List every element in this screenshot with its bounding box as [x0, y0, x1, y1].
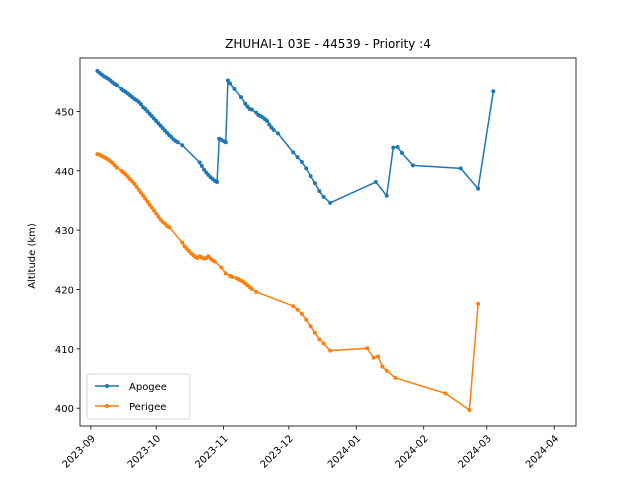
- data-point-apogee: [321, 194, 326, 199]
- data-point-apogee: [223, 140, 228, 145]
- data-point-perigee: [180, 240, 185, 245]
- data-point-apogee: [197, 160, 202, 165]
- data-point-apogee: [491, 89, 496, 94]
- y-tick-label: 410: [55, 345, 74, 356]
- data-point-apogee: [175, 140, 180, 145]
- data-point-apogee: [299, 159, 304, 164]
- legend-marker-apogee: [105, 384, 109, 388]
- legend: Apogee Perigee: [86, 373, 191, 420]
- data-point-perigee: [223, 271, 228, 276]
- data-point-apogee: [304, 166, 309, 171]
- data-point-perigee: [230, 275, 235, 280]
- data-point-perigee: [143, 196, 148, 201]
- legend-label-perigee: Perigee: [129, 402, 166, 413]
- data-point-perigee: [138, 190, 143, 195]
- data-point-perigee: [132, 181, 137, 186]
- data-point-perigee: [114, 165, 119, 170]
- data-point-apogee: [476, 186, 481, 191]
- legend-marker-perigee: [105, 404, 109, 408]
- plot-frame: [79, 57, 577, 427]
- data-point-perigee: [149, 205, 154, 210]
- data-point-perigee: [371, 355, 376, 360]
- data-point-perigee: [249, 286, 254, 291]
- data-point-perigee: [376, 354, 381, 359]
- series-layer: [95, 69, 496, 412]
- data-point-perigee: [145, 199, 150, 204]
- data-point-perigee: [134, 184, 139, 189]
- data-point-perigee: [136, 187, 141, 192]
- chart-title: ZHUHAI-1 03E - 44539 - Priority :4: [225, 37, 431, 51]
- series-perigee: [95, 152, 481, 412]
- data-point-apogee: [243, 101, 248, 106]
- data-point-apogee: [228, 81, 233, 86]
- data-point-apogee: [215, 180, 220, 185]
- data-point-apogee: [238, 95, 243, 100]
- data-point-perigee: [141, 193, 146, 198]
- data-point-perigee: [147, 202, 152, 207]
- data-point-apogee: [202, 167, 206, 172]
- series-apogee: [95, 69, 496, 205]
- y-tick-label: 450: [55, 107, 74, 118]
- data-point-perigee: [299, 311, 304, 316]
- data-point-apogee: [399, 150, 404, 155]
- data-point-apogee: [114, 83, 119, 88]
- data-point-apogee: [395, 145, 400, 150]
- data-point-apogee: [308, 174, 313, 179]
- data-point-perigee: [167, 225, 172, 230]
- data-point-perigee: [151, 208, 156, 213]
- data-point-apogee: [458, 166, 463, 171]
- legend-label-apogee: Apogee: [129, 382, 167, 393]
- data-point-apogee: [225, 78, 230, 83]
- data-point-perigee: [154, 211, 159, 216]
- data-point-apogee: [384, 193, 389, 198]
- data-point-perigee: [476, 301, 481, 306]
- data-point-perigee: [328, 348, 333, 353]
- data-point-apogee: [275, 131, 280, 136]
- data-point-perigee: [308, 324, 313, 329]
- data-point-perigee: [291, 304, 296, 309]
- data-point-apogee: [138, 102, 143, 107]
- data-point-apogee: [271, 127, 276, 132]
- y-axis: 400 410 420 430 440 450: [55, 107, 80, 415]
- data-point-perigee: [443, 391, 448, 396]
- data-point-apogee: [265, 118, 270, 123]
- data-point-apogee: [180, 143, 185, 148]
- y-tick-label: 400: [55, 404, 74, 415]
- data-point-apogee: [249, 107, 254, 112]
- data-point-apogee: [328, 200, 333, 205]
- data-point-perigee: [312, 330, 317, 335]
- data-point-perigee: [384, 368, 389, 373]
- y-tick-label: 440: [55, 167, 74, 178]
- data-point-perigee: [295, 307, 300, 312]
- data-point-perigee: [304, 317, 309, 322]
- data-point-perigee: [219, 265, 224, 270]
- data-point-perigee: [467, 407, 472, 412]
- data-point-perigee: [156, 214, 161, 219]
- data-point-perigee: [321, 341, 326, 346]
- data-point-perigee: [212, 259, 217, 264]
- data-point-apogee: [391, 145, 396, 150]
- data-point-apogee: [199, 164, 204, 169]
- y-tick-label: 430: [55, 226, 74, 237]
- data-point-apogee: [410, 163, 415, 168]
- data-point-apogee: [312, 181, 317, 186]
- data-point-perigee: [254, 289, 259, 294]
- data-point-perigee: [380, 364, 385, 369]
- data-point-apogee: [291, 150, 296, 155]
- data-point-apogee: [267, 122, 272, 127]
- data-point-perigee: [317, 337, 322, 342]
- y-tick-label: 420: [55, 285, 74, 296]
- data-point-perigee: [393, 375, 398, 380]
- data-point-perigee: [365, 346, 370, 351]
- y-axis-label: Altitude (km): [27, 223, 38, 289]
- data-point-apogee: [295, 155, 300, 160]
- data-point-apogee: [317, 188, 322, 193]
- data-point-apogee: [373, 180, 378, 185]
- data-point-apogee: [232, 86, 237, 91]
